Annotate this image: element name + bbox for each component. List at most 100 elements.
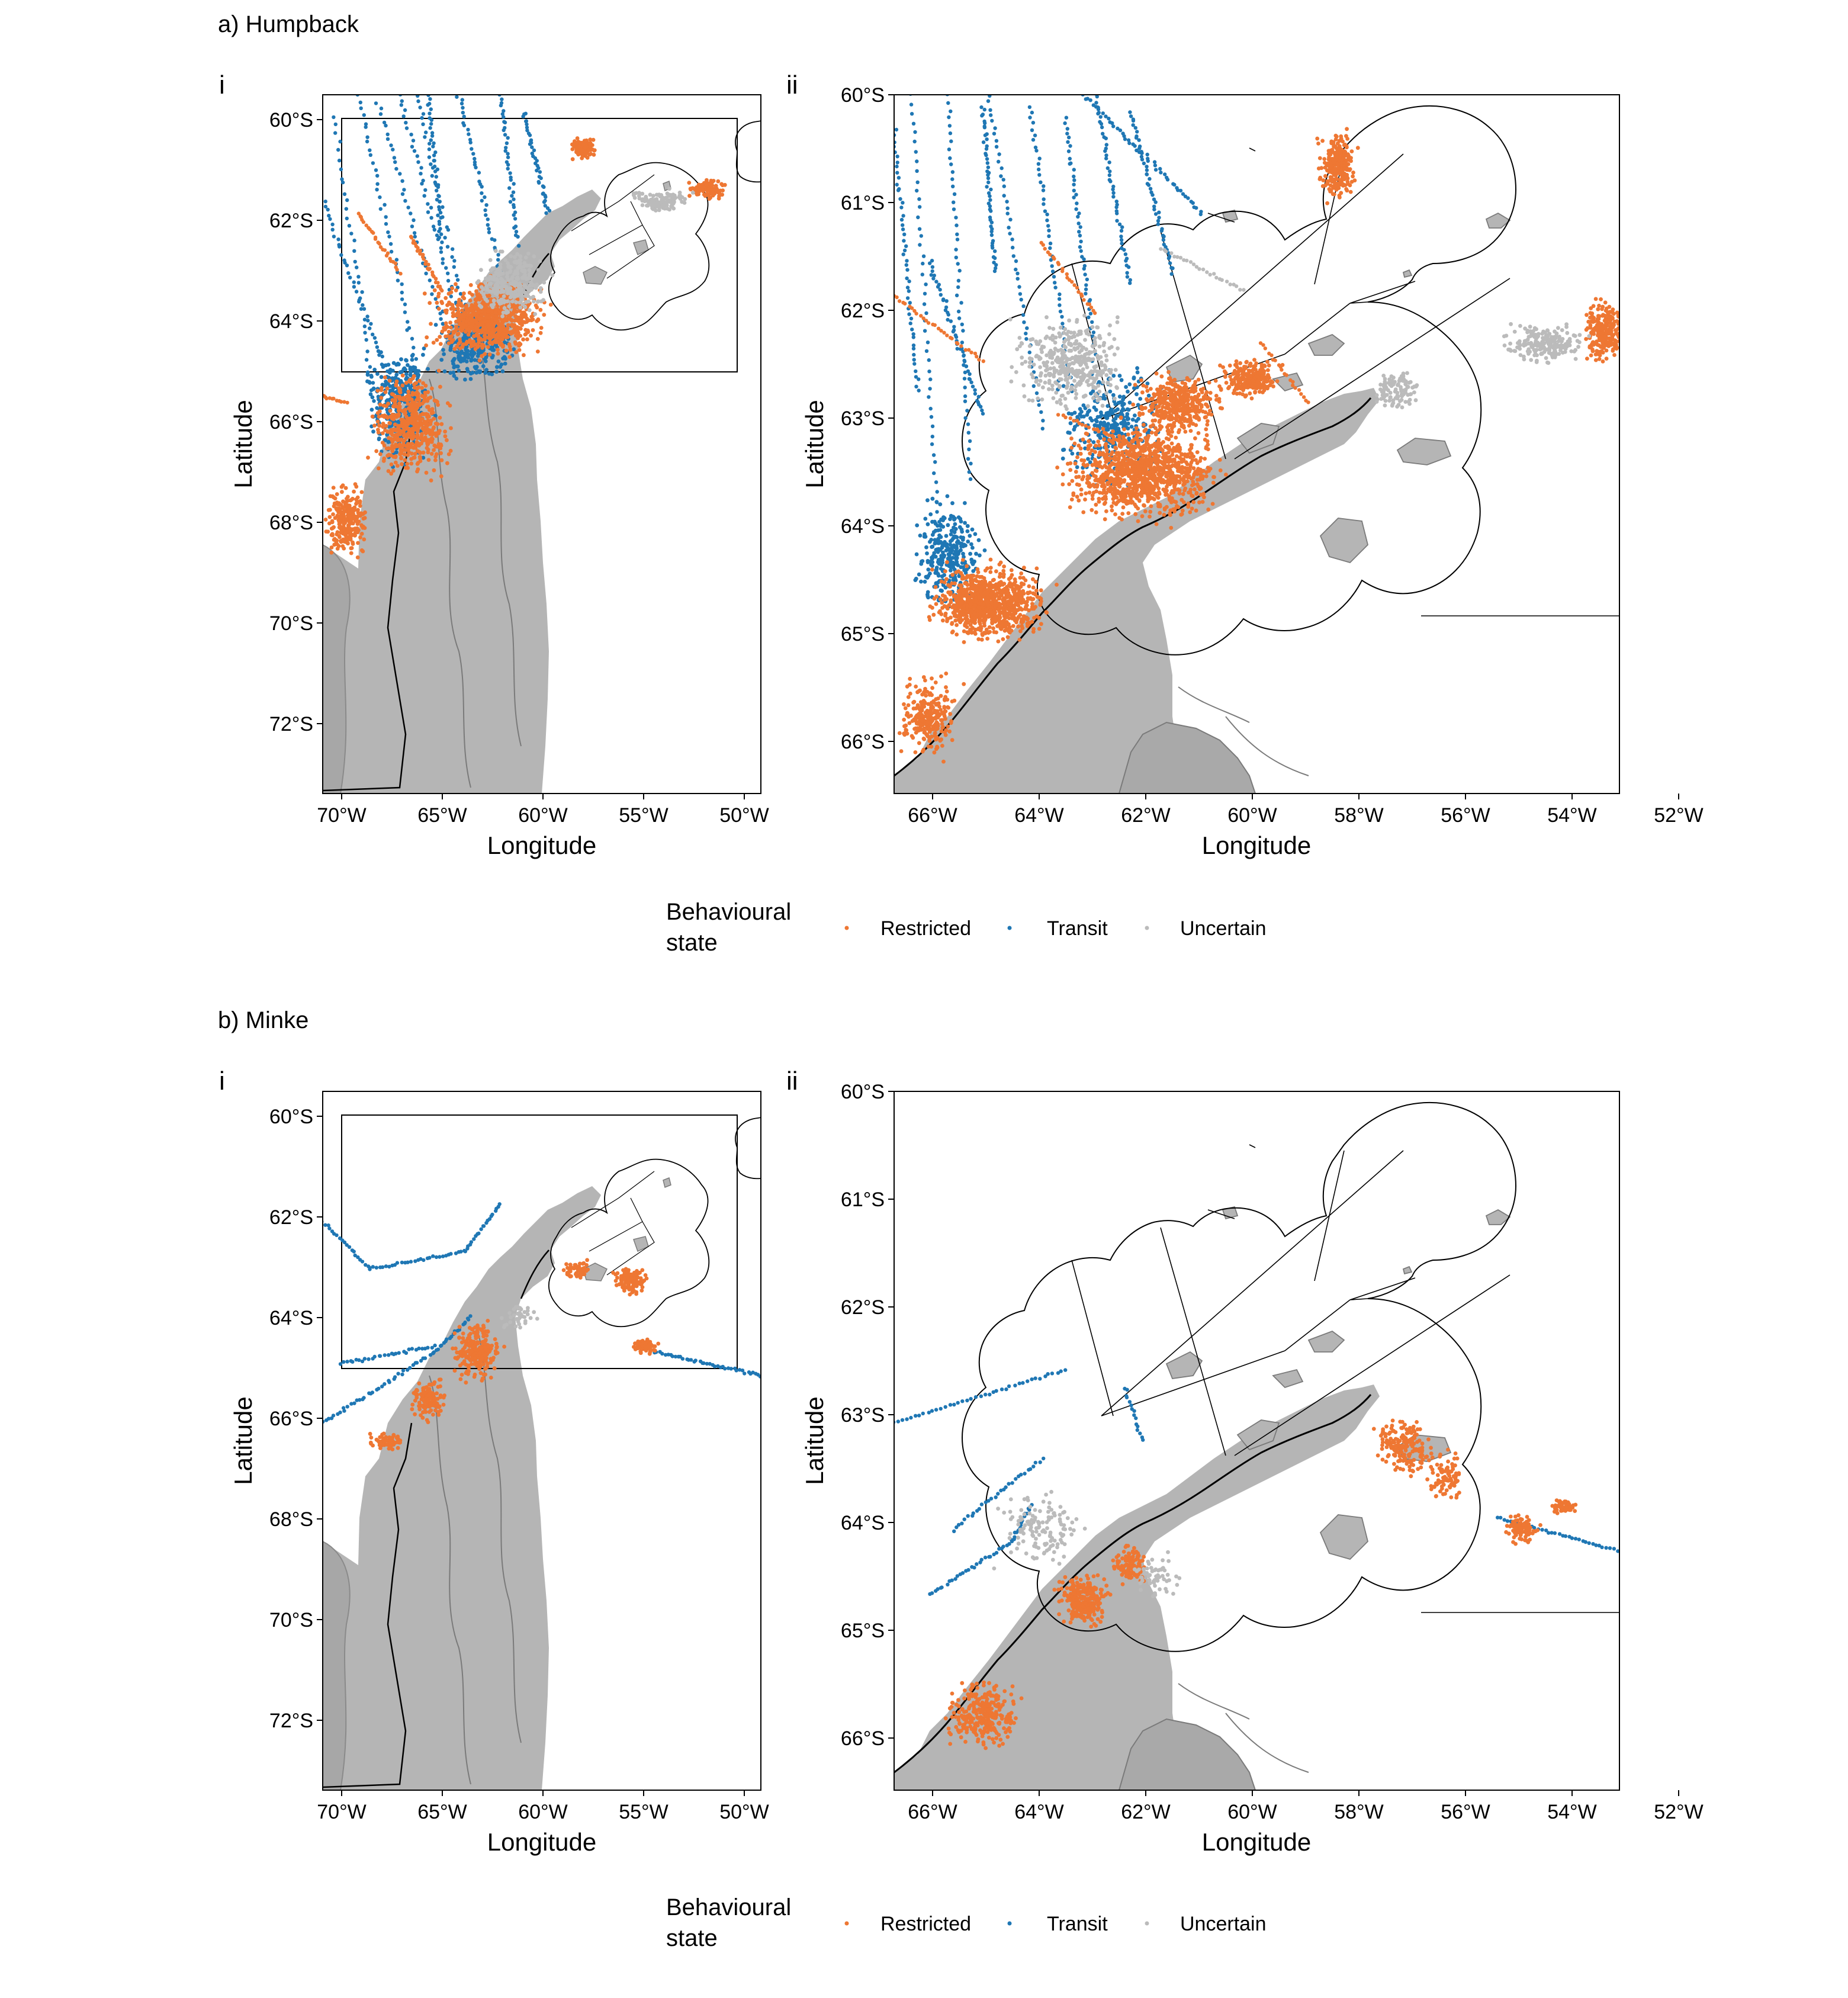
restricted-point <box>324 396 329 401</box>
transit-point <box>1024 332 1028 336</box>
transit-point <box>1037 167 1041 172</box>
transit-point <box>1114 205 1119 210</box>
transit-point <box>1083 446 1087 451</box>
restricted-point <box>494 340 499 345</box>
uncertain-point <box>482 295 487 299</box>
transit-point <box>1194 205 1198 210</box>
transit-point <box>1129 425 1134 429</box>
restricted-point <box>343 521 348 525</box>
transit-point <box>1098 422 1103 426</box>
restricted-point <box>468 316 473 320</box>
transit-point <box>1119 238 1124 242</box>
transit-point <box>1031 384 1036 388</box>
transit-point <box>909 112 914 116</box>
transit-point <box>1113 402 1118 406</box>
transit-point <box>525 126 529 130</box>
restricted-point <box>448 325 453 330</box>
transit-point <box>475 354 480 358</box>
uncertain-point <box>502 280 506 284</box>
transit-point <box>930 259 934 263</box>
restricted-point <box>346 523 351 528</box>
transit-point <box>429 216 433 220</box>
transit-point <box>464 348 468 352</box>
transit-point <box>372 367 377 372</box>
transit-point <box>398 380 403 385</box>
transit-point <box>406 205 410 210</box>
transit-point <box>484 203 488 207</box>
restricted-point <box>371 231 375 235</box>
transit-point <box>955 237 960 242</box>
restricted-point <box>429 436 434 441</box>
restricted-point <box>393 261 398 265</box>
transit-point <box>365 314 369 319</box>
transit-point <box>332 115 336 120</box>
transit-point <box>503 120 507 124</box>
x-tick-label: 65°W <box>417 804 467 827</box>
transit-point <box>443 236 447 240</box>
restricted-point <box>401 396 406 400</box>
transit-point <box>433 150 438 155</box>
transit-point <box>404 121 408 125</box>
uncertain-point <box>490 290 494 294</box>
restricted-point <box>439 444 443 448</box>
transit-point <box>1145 168 1149 172</box>
restricted-point <box>421 412 426 416</box>
uncertain-point <box>637 194 641 198</box>
transit-point <box>952 552 956 556</box>
transit-point <box>517 244 521 248</box>
transit-point <box>1084 291 1088 295</box>
uncertain-point <box>505 274 509 279</box>
transit-point <box>1127 265 1131 269</box>
transit-point <box>1145 172 1149 176</box>
transit-point <box>509 178 513 182</box>
restricted-point <box>349 546 354 550</box>
restricted-point <box>406 420 410 425</box>
transit-point <box>1063 121 1067 126</box>
transit-point <box>1119 235 1123 239</box>
transit-point <box>429 107 433 111</box>
transit-point <box>1153 200 1158 204</box>
restricted-point <box>709 184 714 188</box>
transit-point <box>1037 156 1042 160</box>
uncertain-point <box>650 204 655 208</box>
restricted-point <box>504 348 509 353</box>
transit-point <box>363 330 367 335</box>
uncertain-point <box>494 270 499 275</box>
transit-point <box>965 523 970 528</box>
restricted-point <box>348 537 353 542</box>
transit-point <box>427 155 432 159</box>
restricted-point <box>417 455 422 460</box>
uncertain-point <box>522 268 527 273</box>
transit-point <box>388 242 393 246</box>
restricted-point <box>432 416 436 421</box>
transit-point <box>1083 272 1087 277</box>
restricted-point <box>514 317 519 322</box>
uncertain-point <box>538 259 542 264</box>
transit-point <box>362 113 366 117</box>
restricted-point <box>526 303 531 307</box>
restricted-point <box>355 526 359 531</box>
transit-point <box>1131 123 1135 127</box>
transit-point <box>1076 221 1081 226</box>
restricted-point <box>498 293 503 297</box>
uncertain-point <box>667 187 671 191</box>
restricted-point <box>361 549 365 554</box>
restricted-point <box>526 328 530 333</box>
transit-point <box>370 395 375 400</box>
restricted-point <box>412 382 416 387</box>
restricted-point <box>956 609 961 613</box>
transit-point <box>953 526 958 531</box>
transit-point <box>924 311 928 315</box>
overview-map-content-humpback <box>323 118 761 794</box>
transit-point <box>1191 201 1195 205</box>
uncertain-point <box>488 281 493 286</box>
transit-point <box>969 542 973 547</box>
detail-label-humpback: ii <box>786 70 798 99</box>
restricted-point <box>586 148 591 153</box>
transit-point <box>403 310 407 314</box>
restricted-point <box>329 545 334 550</box>
transit-point <box>1122 248 1126 252</box>
island <box>1485 212 1511 229</box>
transit-point <box>1060 322 1065 326</box>
restricted-point <box>355 555 360 560</box>
